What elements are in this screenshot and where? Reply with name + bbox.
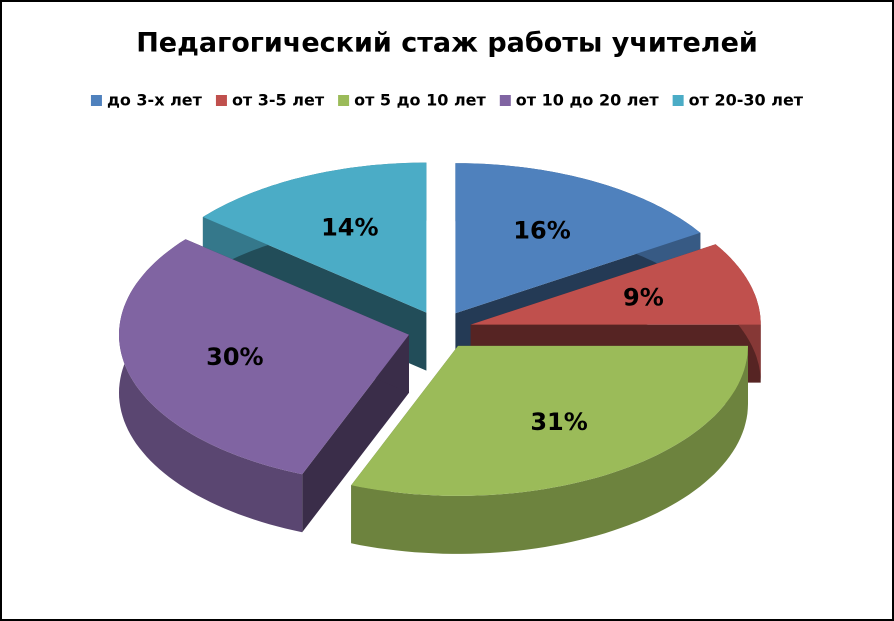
legend-label: от 5 до 10 лет bbox=[354, 91, 486, 110]
legend-swatch bbox=[215, 95, 227, 106]
slice-side bbox=[302, 334, 409, 533]
slice bbox=[119, 239, 409, 533]
legend-swatch bbox=[672, 95, 684, 106]
slice bbox=[351, 345, 748, 554]
slice-wall bbox=[119, 239, 303, 533]
legend-label: от 3-5 лет bbox=[232, 91, 325, 110]
slice-top bbox=[455, 163, 701, 314]
legend-swatch bbox=[90, 95, 102, 106]
data-label: 9% bbox=[623, 284, 664, 312]
slice-wall bbox=[351, 345, 748, 554]
legend-swatch bbox=[499, 95, 511, 106]
slice-top bbox=[470, 244, 761, 325]
legend-swatch bbox=[338, 95, 350, 106]
legend-label: от 10 до 20 лет bbox=[516, 91, 660, 110]
legend-label: от 20-30 лет bbox=[689, 91, 804, 110]
chart-title: Педагогический стаж работы учителей bbox=[136, 28, 758, 59]
data-label: 31% bbox=[530, 408, 587, 436]
legend-label: до 3-х лет bbox=[107, 91, 203, 110]
data-label: 14% bbox=[321, 213, 378, 241]
data-label: 16% bbox=[513, 217, 570, 245]
slice-top bbox=[202, 162, 427, 313]
data-label: 30% bbox=[206, 343, 263, 371]
slice-top bbox=[119, 239, 409, 475]
legend: до 3-х лет от 3-5 лет от 5 до 10 лет от 10 … bbox=[90, 91, 804, 110]
slice-top bbox=[351, 345, 748, 496]
